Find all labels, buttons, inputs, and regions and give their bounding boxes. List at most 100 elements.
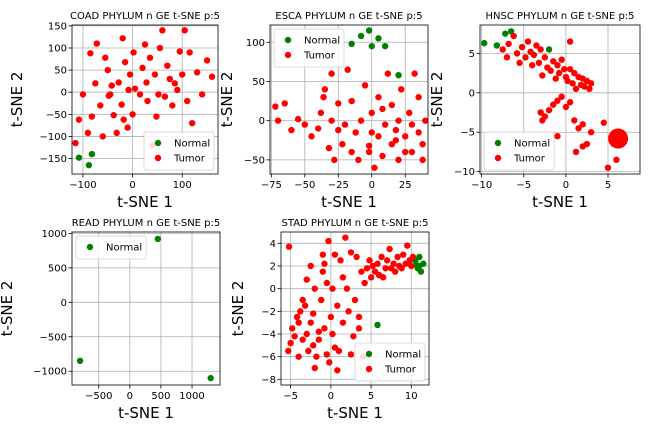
tumor-point [174,86,181,94]
tumor-point [379,152,386,160]
tumor-point [408,262,415,270]
tumor-point [510,32,517,40]
tumor-point [587,129,595,136]
normal-point [75,154,83,161]
tumor-point [535,59,543,67]
tumor-point [379,105,386,113]
tumor-point [361,82,369,89]
tumor-point [307,319,314,326]
legend-label: Normal [385,350,421,361]
tumor-point [321,86,329,93]
tumor-point [344,66,351,73]
tumor-point [368,129,375,136]
legend-marker [494,139,502,147]
normal-point [207,374,214,382]
legend-box [273,28,345,68]
tumor-point [325,144,333,152]
tumor-point [319,268,327,275]
normal-point [88,150,96,158]
tumor-point [166,75,174,83]
tumor-point [348,97,355,105]
normal-point [374,321,381,329]
y-tick-label: −5 [460,128,475,139]
tumor-point [503,54,511,61]
tumor-point [350,333,357,340]
tumor-point [129,111,136,118]
normal-point [348,40,355,48]
points-layer [76,235,214,382]
y-tick-label: −50 [244,155,265,166]
tumor-point [107,91,114,98]
tumor-point [320,93,327,101]
tumor-point [378,253,385,261]
y-tick-label: 50 [252,77,265,88]
x-tick-label: 1000 [179,391,204,402]
tumor-point [156,44,164,52]
tumor-point [153,113,160,120]
y-axis-label: t-SNE 2 [428,72,446,128]
tumor-point [188,119,196,127]
legend-label: Normal [106,243,142,254]
tumor-point [539,72,546,79]
tumor-point [285,347,292,355]
x-tick-label: −50 [294,180,315,191]
tumor-point [337,257,344,264]
y-tick-label: 100 [246,38,265,49]
tumor-point [394,253,401,261]
tumor-point [317,109,325,117]
tumor-point [530,51,538,59]
tumor-point [161,93,169,100]
normal-point [365,27,373,34]
subplot-3: −500 0 500 1000 −1000 −500 0 500 1000 READ PHYLUM… [0,218,221,422]
x-tick-label: −75 [261,180,282,191]
tumor-point [343,285,351,292]
normal-point [381,42,389,50]
plot-frame [479,24,641,175]
legend: Normal Tumor [273,28,345,68]
tumor-point [321,260,328,267]
x-tick-label: −5 [283,391,298,402]
tumor-point [99,133,106,140]
tumor-point [375,133,382,140]
tumor-point [97,102,104,109]
tumor-point [164,62,171,69]
x-tick-label: 0 [129,180,135,191]
tumor-point [176,48,183,55]
tumor-point [348,148,355,156]
tumor-point [361,279,368,287]
tumor-point [419,141,426,148]
tumor-point [104,66,111,74]
y-tick-label: 0 [469,88,475,99]
tumor-point [566,99,574,106]
tumor-point [155,91,162,98]
x-axis-label: t-SNE 1 [118,404,174,422]
tumor-point [367,274,375,281]
chart-title: READ PHYLUM n GE t-SNE p:5 [72,218,221,229]
tumor-point [281,100,288,107]
tumor-point [297,308,304,315]
tumor-point [558,56,565,63]
y-axis-label: t-SNE 2 [0,281,16,337]
x-tick-label: −500 [85,391,112,402]
tumor-point [552,75,559,82]
y-tick-label: −1000 [33,367,67,378]
tumor-point [522,54,529,61]
legend-label: Normal [514,139,550,150]
tumor-point [119,35,126,42]
tumor-point [143,79,150,86]
tumor-point [321,325,328,332]
tumor-point [309,310,317,317]
tumor-point [130,49,137,56]
y-tick-label: 100 [48,43,67,54]
tumor-point [126,71,134,78]
tumor-point [562,103,570,111]
tumor-point [335,100,342,107]
y-tick-label: 5 [469,49,475,60]
tumor-point [285,243,293,250]
tumor-point [586,85,593,93]
tumor-point [141,41,149,48]
x-axis-label: t-SNE 1 [327,404,383,422]
tumor-point [102,54,109,61]
tumor-point [301,121,309,128]
